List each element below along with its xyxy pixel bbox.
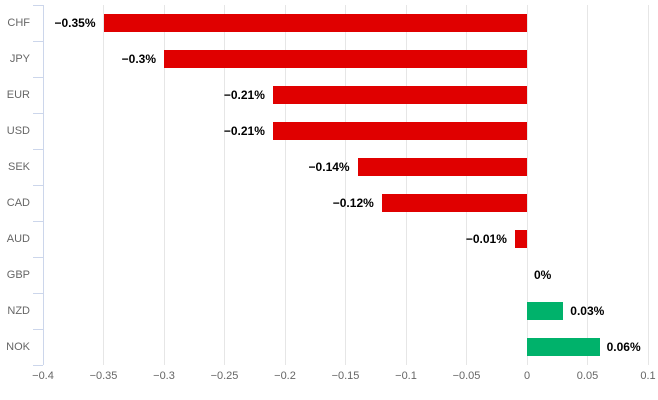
value-label-eur: −0.21% xyxy=(223,88,265,102)
gridline xyxy=(587,5,588,365)
x-axis-label: −0.4 xyxy=(32,370,54,382)
y-axis-tick xyxy=(33,113,43,114)
gridline xyxy=(526,5,528,365)
value-label-sek: −0.14% xyxy=(308,160,350,174)
category-label-nzd: NZD xyxy=(7,305,30,317)
gridline xyxy=(647,5,649,365)
gridline xyxy=(284,5,286,365)
category-label-jpy: JPY xyxy=(9,53,30,65)
bar-eur xyxy=(272,86,527,104)
y-axis-tick xyxy=(33,41,43,42)
x-axis-label: −0.3 xyxy=(153,370,175,382)
x-axis-label: −0.15 xyxy=(331,370,360,382)
bar-jpy xyxy=(164,50,527,68)
value-label-aud: −0.01% xyxy=(465,232,507,246)
x-axis-label: −0.2 xyxy=(274,370,296,382)
x-axis-label: 0 xyxy=(523,370,531,382)
bar-sek xyxy=(357,158,527,176)
value-label-chf: −0.35% xyxy=(54,16,96,30)
bar-nzd xyxy=(527,302,564,320)
value-label-nok: 0.06% xyxy=(606,340,641,354)
value-label-usd: −0.21% xyxy=(223,124,265,138)
x-axis-label: −0.05 xyxy=(452,370,481,382)
x-axis-label: 0.05 xyxy=(576,370,599,382)
category-label-sek: SEK xyxy=(7,161,30,173)
category-label-chf: CHF xyxy=(7,17,30,29)
gridline xyxy=(224,5,225,365)
gridline xyxy=(103,5,104,365)
category-label-usd: USD xyxy=(6,125,30,137)
x-axis-label: −0.1 xyxy=(395,370,417,382)
y-axis-tick xyxy=(33,185,43,186)
x-axis-label: −0.35 xyxy=(89,370,118,382)
y-axis-tick xyxy=(33,365,43,366)
gridline xyxy=(345,5,346,365)
category-label-gbp: GBP xyxy=(6,269,30,281)
category-label-eur: EUR xyxy=(6,89,30,101)
gridline xyxy=(163,5,165,365)
category-label-cad: CAD xyxy=(6,197,30,209)
y-axis-tick xyxy=(33,257,43,258)
y-axis-line xyxy=(43,5,44,365)
y-axis-tick xyxy=(33,149,43,150)
bar-usd xyxy=(272,122,527,140)
category-label-aud: AUD xyxy=(6,233,30,245)
y-axis-tick xyxy=(33,77,43,78)
bar-nok xyxy=(527,338,600,356)
value-label-cad: −0.12% xyxy=(332,196,374,210)
x-axis-label: −0.25 xyxy=(210,370,239,382)
y-axis-tick xyxy=(33,221,43,222)
gridline xyxy=(405,5,407,365)
bar-chf xyxy=(103,14,527,32)
bar-aud xyxy=(514,230,527,248)
gridline xyxy=(466,5,467,365)
value-label-gbp: 0% xyxy=(534,268,552,282)
value-label-jpy: −0.3% xyxy=(121,52,156,66)
category-label-nok: NOK xyxy=(6,341,30,353)
y-axis-tick xyxy=(33,5,43,6)
y-axis-tick xyxy=(33,293,43,294)
x-axis-label: 0.1 xyxy=(640,370,656,382)
y-axis-tick xyxy=(33,329,43,330)
value-label-nzd: 0.03% xyxy=(570,304,605,318)
bar-cad xyxy=(381,194,527,212)
